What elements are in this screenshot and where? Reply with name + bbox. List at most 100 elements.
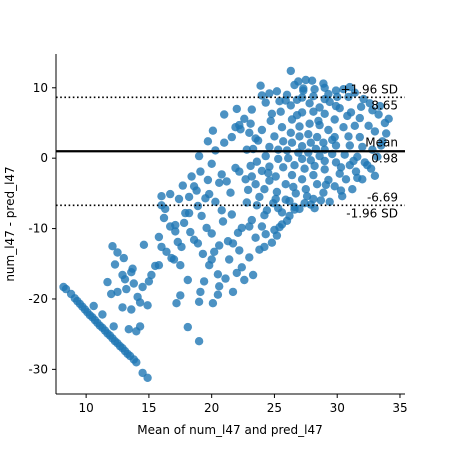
axes: 10 15 20 25 30 35 10 0 -10 -20 -30 — [28, 54, 408, 415]
data-point — [213, 270, 223, 279]
data-point — [251, 180, 260, 189]
data-point — [370, 171, 380, 180]
data-point — [245, 128, 254, 137]
data-point — [194, 337, 204, 346]
data-point — [217, 170, 226, 179]
data-point — [171, 227, 180, 236]
data-point — [287, 138, 297, 147]
x-tick-label: 10 — [78, 401, 93, 415]
data-point — [292, 111, 302, 120]
data-point — [199, 277, 209, 286]
data-point — [373, 152, 382, 161]
data-point — [382, 129, 391, 138]
data-point — [306, 156, 315, 165]
data-point — [274, 204, 283, 213]
data-point — [351, 167, 361, 176]
data-point — [256, 81, 265, 90]
data-point — [171, 220, 180, 230]
data-point — [368, 106, 377, 115]
data-point — [343, 111, 352, 121]
data-point — [309, 107, 318, 116]
data-point — [330, 182, 339, 191]
data-point — [174, 194, 184, 204]
data-point — [194, 297, 204, 306]
data-point — [246, 119, 255, 128]
scatter-points — [59, 66, 393, 382]
reference-labels: +1.96 SD 8.65 Mean 0.98 -6.69 -1.96 SD — [341, 82, 398, 220]
data-point — [179, 218, 189, 228]
data-point — [205, 189, 214, 199]
data-point — [255, 192, 264, 202]
data-point — [281, 180, 290, 189]
data-point — [243, 185, 253, 195]
data-point — [286, 128, 295, 137]
data-point — [266, 116, 275, 126]
data-point — [300, 164, 309, 173]
data-point — [109, 322, 118, 331]
data-point — [257, 125, 267, 135]
data-point — [128, 264, 137, 273]
data-point — [194, 151, 204, 161]
data-point — [365, 99, 374, 108]
data-point — [189, 182, 199, 191]
data-point — [363, 161, 372, 170]
data-point — [132, 358, 141, 367]
data-point — [210, 247, 219, 256]
data-point — [235, 167, 244, 176]
data-point — [330, 115, 339, 124]
data-point — [184, 192, 194, 202]
data-point — [279, 163, 288, 172]
data-point — [135, 322, 145, 331]
data-point — [333, 92, 342, 102]
data-point — [319, 138, 328, 147]
data-point — [261, 98, 270, 107]
data-point — [196, 167, 205, 176]
data-point — [197, 211, 206, 221]
data-point — [261, 151, 270, 161]
data-point — [312, 132, 322, 142]
y-tick-label: 0 — [40, 151, 48, 165]
data-point — [260, 185, 269, 194]
data-point — [193, 239, 203, 248]
data-point — [349, 156, 358, 166]
data-point — [376, 141, 386, 150]
data-point — [135, 298, 145, 307]
data-point — [113, 248, 122, 257]
data-point — [295, 122, 304, 131]
data-point — [242, 145, 251, 154]
data-point — [285, 196, 294, 206]
data-point — [350, 121, 359, 130]
data-point — [138, 282, 147, 292]
data-point — [143, 373, 152, 382]
data-point — [257, 166, 267, 176]
data-point — [384, 114, 393, 124]
data-point — [247, 215, 256, 225]
data-point — [272, 187, 282, 197]
y-tick-label: -30 — [28, 362, 48, 376]
data-point — [147, 270, 156, 280]
y-tick-label: 10 — [33, 81, 48, 95]
data-point — [143, 301, 152, 310]
data-point — [261, 230, 270, 239]
data-point — [215, 178, 224, 187]
data-point — [113, 287, 122, 297]
data-point — [297, 93, 307, 102]
data-point — [226, 188, 235, 197]
data-point — [276, 107, 285, 116]
data-point — [183, 275, 192, 285]
reference-lines — [56, 96, 405, 207]
data-point — [120, 275, 130, 284]
data-point — [271, 172, 280, 181]
data-point — [248, 270, 258, 280]
data-point — [301, 75, 310, 85]
data-point — [282, 216, 292, 225]
data-point — [355, 132, 364, 142]
x-tick-label: 35 — [392, 401, 407, 415]
data-point — [264, 168, 273, 178]
mean-name-label: Mean — [365, 135, 398, 149]
data-point — [220, 110, 229, 119]
data-point — [284, 154, 293, 163]
data-point — [265, 142, 274, 152]
data-point — [255, 245, 264, 254]
data-point — [119, 253, 128, 263]
